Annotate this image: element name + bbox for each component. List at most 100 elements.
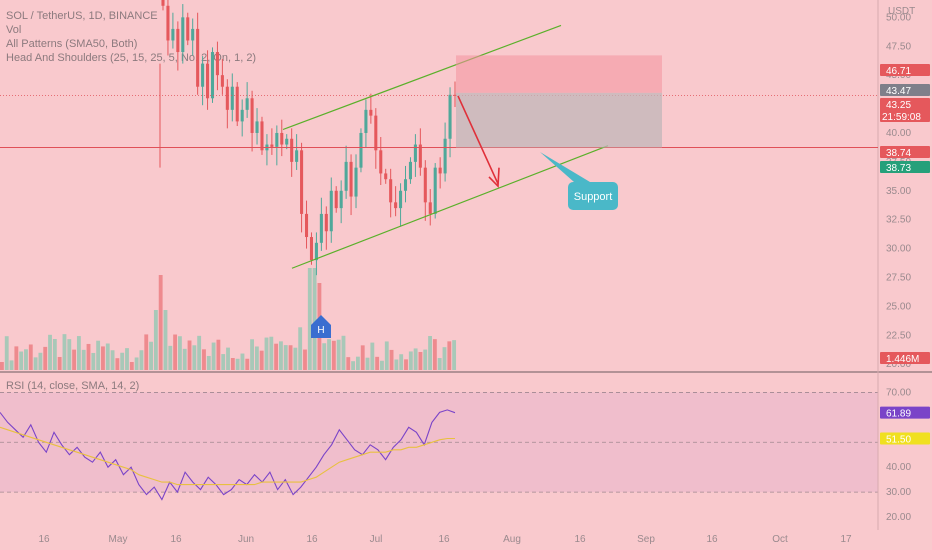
time-tick-label: 16 [438,534,450,545]
volume-bar [206,355,211,370]
candle-body [354,167,358,197]
candle-body [359,132,363,168]
volume-tag-text: 1.446M [886,354,919,365]
candle-body [225,86,229,110]
time-tick-label: 16 [706,534,718,545]
volume-bar [346,357,351,370]
price-tag-38-74 [880,146,930,158]
price-tag-38-74-text: 38.74 [886,148,911,159]
candle-body [314,242,318,261]
candle-body [186,17,190,41]
candle-body [423,167,427,203]
time-tick-label: 16 [306,534,318,545]
volume-bar [298,327,303,370]
volume-bar [355,356,360,370]
candle-body [374,115,378,151]
price-tag-43-25-text: 43.25 [886,100,911,111]
volume-bar [105,343,110,370]
volume-bar [187,340,192,370]
volume-bar [293,347,298,370]
pattern-marker-label: H [317,325,324,336]
volume-bar [67,339,72,370]
volume-bar [389,349,394,370]
time-tick-label: Oct [772,534,788,545]
volume-bar [274,343,279,370]
candle-body [240,109,244,122]
patterns-indicator-label: All Patterns (SMA50, Both) [6,38,138,50]
volume-bar [452,340,457,370]
volume-bar [173,334,178,370]
candle-body [235,86,239,122]
volume-bar [125,348,129,370]
candle-body [220,75,224,87]
volume-bar [404,359,408,370]
price-axis-unit: USDT [888,6,915,17]
candle-body [275,132,279,147]
rsi-sma-line [0,426,455,486]
volume-bar [413,348,418,370]
volume-bar [202,349,206,370]
volume-bar [48,334,52,370]
pattern-marker-badge [311,315,331,338]
rsi-tick-label: 20.00 [886,512,911,523]
candle-body [290,138,294,162]
candle-body [255,121,259,133]
price-tag-43-25 [880,98,930,122]
candle-body [215,52,219,76]
candle-body [300,150,304,214]
time-tick-label: May [109,534,128,545]
volume-bar [9,360,14,370]
volume-bar [81,349,86,370]
volume-bar [259,350,264,370]
volume-bar [216,339,221,370]
volume-bar [428,336,432,370]
price-tick-label: 32.50 [886,215,911,226]
time-tick-label: Jun [238,534,254,545]
volume-bar [197,335,202,370]
volume-bar [322,343,327,370]
volume-bar [240,353,245,370]
volume-bar [33,357,38,370]
volume-bar [442,347,447,370]
volume-bar [110,350,115,370]
down-arrow-head [488,167,500,189]
volume-bar [394,359,399,370]
candle-body [339,190,343,209]
volume-bar [129,361,134,370]
volume-bar [91,352,96,370]
candle-body [201,63,205,87]
volume-bar [72,349,77,370]
time-tick-label: 16 [574,534,586,545]
channel-lower-line [291,145,609,269]
volume-bar [279,341,283,370]
candle-body [413,144,417,162]
volume-bar [351,361,356,370]
candle-body [309,237,314,261]
candle-body [196,28,200,87]
candle-body [344,161,348,191]
volume-bar [384,341,389,370]
volume-bar [76,336,81,370]
volume-bar [226,347,230,370]
volume-bar [86,343,91,370]
rsi-band [0,392,878,493]
time-tick-label: 16 [170,534,182,545]
time-tick-label: 17 [840,534,852,545]
volume-bar [192,345,197,370]
candle-body [171,28,175,41]
volume-bar [331,340,336,370]
price-tag-43-25-countdown: 21:59:08 [882,112,921,123]
volume-bar [4,336,9,370]
volume-bar [365,357,370,370]
volume-bar [153,310,158,370]
candle-body [448,94,452,139]
volume-bar [303,349,307,370]
volume-bar [101,346,105,370]
candle-body [389,179,393,203]
volume-bar [375,356,380,370]
candle-body [329,190,333,232]
candle-body [433,167,437,214]
volume-bar [163,310,168,370]
price-tick-label: 50.00 [886,12,911,23]
